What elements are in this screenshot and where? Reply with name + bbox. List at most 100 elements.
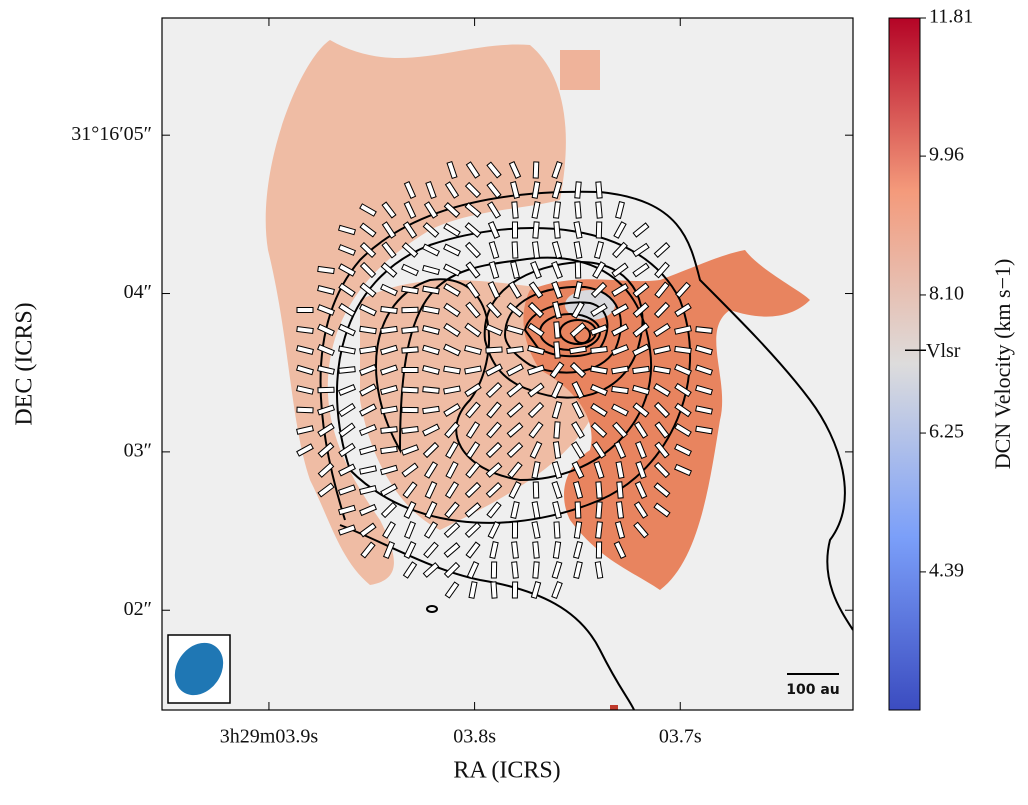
polarization-vector — [633, 501, 649, 519]
polarization-vector — [527, 322, 545, 338]
velocity-region — [610, 705, 618, 710]
polarization-vector — [465, 401, 481, 419]
polarization-vector — [485, 462, 503, 478]
polarization-vector — [402, 221, 418, 239]
polarization-vector — [465, 441, 481, 459]
polarization-vector — [653, 401, 671, 419]
polarization-vector — [527, 301, 545, 319]
polarization-vector — [590, 281, 608, 299]
polarization-vector — [571, 401, 585, 419]
polarization-vector — [571, 441, 585, 459]
polarization-vector — [359, 345, 377, 355]
polarization-vector — [464, 365, 482, 375]
polarization-vector — [465, 421, 481, 439]
polarization-vector — [464, 202, 482, 218]
polarization-vector — [358, 423, 378, 437]
polarization-vector — [573, 521, 583, 539]
polarization-vector — [380, 283, 398, 297]
polarization-vector — [337, 384, 357, 396]
polarization-vector — [401, 406, 419, 414]
polarization-vector — [694, 364, 714, 376]
polarization-vector — [611, 365, 629, 375]
polarization-vector — [675, 281, 691, 299]
polarization-vector — [380, 483, 398, 497]
polarization-vector — [443, 561, 461, 579]
polarization-vector — [443, 223, 461, 237]
polarization-vector — [632, 242, 650, 258]
polarization-vector — [574, 261, 582, 279]
polarization-vector — [532, 481, 540, 499]
polarization-vector — [296, 385, 314, 395]
colorbar-tick-label: 8.10 — [929, 283, 964, 305]
polarization-vector — [359, 241, 377, 259]
polarization-vector — [465, 301, 481, 319]
polarization-vector — [423, 521, 439, 539]
polarization-vector — [422, 405, 440, 415]
polarization-vector — [402, 561, 418, 579]
polarization-vector — [511, 241, 519, 259]
scale-bar-label: 100 au — [786, 682, 840, 698]
polarization-vector — [511, 541, 519, 559]
polarization-vector — [487, 281, 501, 299]
polarization-vector — [317, 285, 335, 295]
polarization-vector — [317, 422, 335, 438]
polarization-vector — [653, 301, 671, 319]
polarization-vector — [632, 302, 650, 318]
polarization-vector — [574, 201, 582, 219]
x-tick-label: 03.8s — [453, 726, 496, 748]
polarization-vector — [443, 243, 461, 257]
polarization-vector — [401, 386, 419, 394]
polarization-vector — [593, 460, 605, 480]
polarization-vector — [422, 423, 440, 437]
polarization-vector — [464, 222, 482, 238]
polarization-vector — [445, 441, 459, 459]
polarization-vector — [532, 541, 540, 559]
polarization-vector — [485, 346, 503, 354]
polarization-vector — [572, 541, 584, 559]
polarization-vector — [296, 345, 314, 355]
polarization-vector — [380, 445, 398, 455]
polarization-vector — [551, 460, 563, 480]
polarization-vector — [317, 323, 335, 337]
polarization-vector — [443, 263, 461, 277]
polarization-vector — [595, 181, 603, 199]
polarization-vector — [358, 364, 378, 376]
polarization-vector — [422, 305, 440, 315]
polarization-vector — [403, 181, 417, 199]
polarization-vector — [296, 406, 314, 414]
polarization-vector — [380, 325, 398, 335]
polarization-vector — [380, 384, 398, 396]
polarization-vector — [674, 325, 692, 335]
polarization-vector — [446, 160, 458, 180]
polarization-vector — [551, 181, 563, 199]
polarization-vector — [465, 261, 481, 279]
polarization-vector — [615, 201, 625, 219]
polarization-vector — [654, 421, 670, 439]
polarization-vector — [695, 405, 713, 415]
polarization-vector — [531, 181, 541, 199]
polarization-vector — [422, 222, 440, 238]
polarization-vector — [338, 442, 356, 458]
polarization-vector — [552, 301, 562, 319]
polarization-vector — [401, 462, 419, 478]
polarization-vector — [506, 422, 524, 438]
x-axis-label: RA (ICRS) — [453, 758, 560, 784]
polarization-vector — [590, 346, 608, 354]
polarization-vector — [532, 161, 540, 179]
polarization-vector — [511, 221, 519, 239]
polarization-vector — [422, 441, 440, 459]
polarization-vector — [380, 262, 398, 278]
polarization-vector — [610, 344, 630, 356]
polarization-vector — [401, 263, 419, 277]
polarization-vector — [553, 221, 561, 239]
polarization-vector — [635, 460, 647, 480]
polarization-vector — [424, 481, 438, 499]
polarization-vector — [511, 521, 519, 539]
polarization-vector — [359, 522, 377, 538]
colorbar-tick-label: 11.81 — [929, 6, 973, 28]
polarization-vector — [486, 181, 502, 199]
polarization-vector — [695, 326, 713, 334]
polarization-vector — [532, 221, 540, 239]
polarization-vector — [317, 265, 335, 275]
